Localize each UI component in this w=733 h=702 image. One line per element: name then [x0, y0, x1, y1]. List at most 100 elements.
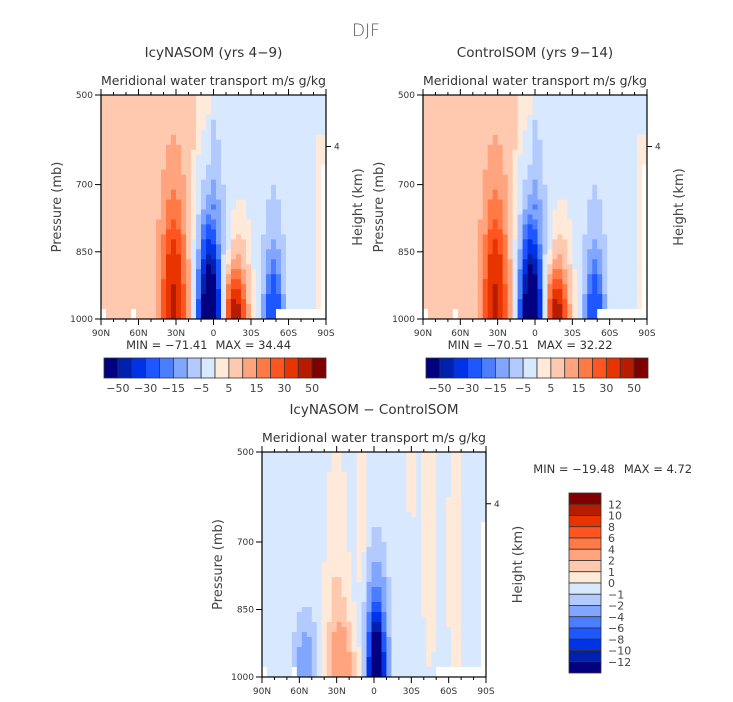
heatmap-cell [316, 169, 322, 176]
heatmap-cell [106, 314, 112, 320]
heatmap-cell [231, 144, 237, 151]
heatmap-cell [316, 617, 323, 623]
heatmap-cell [306, 219, 312, 225]
heatmap-cell [502, 174, 509, 181]
heatmap-cell [321, 647, 328, 653]
heatmap-cell [201, 189, 207, 195]
heatmap-cell [141, 209, 147, 215]
heatmap-cell [467, 264, 474, 270]
heatmap-cell [106, 194, 112, 200]
heatmap-cell [256, 214, 262, 220]
heatmap-cell [642, 234, 648, 240]
heatmap-cell [276, 552, 283, 558]
heatmap-cell [171, 234, 177, 240]
heatmap-cell [166, 209, 172, 215]
heatmap-cell [101, 104, 107, 111]
heatmap-cell [166, 214, 172, 220]
heatmap-cell [423, 189, 429, 195]
heatmap-cell [336, 582, 343, 588]
heatmap-cell [316, 547, 323, 553]
heatmap-cell [196, 164, 202, 171]
heatmap-cell [607, 99, 613, 106]
heatmap-cell [612, 294, 618, 300]
heatmap-cell [462, 269, 469, 275]
heatmap-cell [507, 149, 513, 156]
heatmap-cell [331, 517, 338, 523]
heatmap-cell [121, 259, 127, 265]
heatmap-cell [156, 104, 162, 111]
heatmap-cell [477, 279, 484, 285]
heatmap-cell [106, 184, 112, 190]
heatmap-cell [181, 174, 187, 181]
heatmap-cell [271, 512, 278, 518]
heatmap-cell [467, 174, 474, 181]
heatmap-cell [251, 99, 257, 106]
heatmap-cell [301, 492, 308, 498]
heatmap-cell [161, 95, 167, 101]
heatmap-cell [592, 194, 598, 200]
heatmap-cell [642, 264, 648, 270]
heatmap-cell [166, 229, 172, 235]
heatmap-cell [532, 254, 538, 260]
heatmap-cell [121, 154, 127, 161]
heatmap-cell [457, 154, 464, 161]
heatmap-cell [602, 234, 608, 240]
heatmap-cell [146, 254, 152, 260]
heatmap-cell [557, 214, 563, 220]
heatmap-cell [532, 274, 538, 280]
heatmap-cell [321, 194, 327, 200]
heatmap-cell [587, 199, 593, 205]
heatmap-cell [567, 129, 573, 136]
heatmap-cell [211, 209, 217, 215]
heatmap-cell [552, 104, 558, 111]
heatmap-cell [512, 134, 518, 141]
heatmap-cell [281, 189, 287, 195]
heatmap-cell [141, 234, 147, 240]
heatmap-cell [296, 149, 302, 156]
heatmap-cell [271, 462, 278, 468]
heatmap-cell [622, 314, 628, 320]
heatmap-cell [507, 224, 513, 230]
heatmap-cell [487, 209, 494, 215]
heatmap-cell [226, 129, 232, 136]
heatmap-cell [186, 179, 192, 185]
heatmap-cell [622, 279, 628, 285]
heatmap-cell [437, 194, 444, 200]
heatmap-cell [276, 289, 282, 295]
heatmap-cell [487, 159, 494, 166]
heatmap-cell [211, 124, 217, 131]
heatmap-cell [141, 304, 147, 310]
heatmap-cell [582, 274, 588, 280]
heatmap-cell [286, 114, 292, 121]
heatmap-cell [502, 149, 509, 156]
heatmap-cell [597, 99, 603, 106]
heatmap-cell [582, 229, 588, 235]
colorbar-box [425, 357, 441, 379]
heatmap-cell [497, 104, 504, 111]
heatmap-cell [146, 174, 152, 181]
heatmap-cell [136, 109, 142, 116]
heatmap-cell [582, 144, 588, 151]
heatmap-cell [306, 627, 313, 633]
heatmap-cell [136, 279, 142, 285]
heatmap-cell [432, 124, 439, 131]
heatmap-cell [517, 124, 523, 131]
heatmap-cell [161, 199, 167, 205]
heatmap-cell [462, 284, 469, 290]
heatmap-cell [542, 159, 548, 166]
heatmap-cell [286, 557, 293, 563]
heatmap-cell [642, 104, 648, 111]
heatmap-cell [423, 109, 429, 116]
heatmap-cell [121, 169, 127, 176]
heatmap-cell [577, 114, 583, 121]
heatmap-cell [221, 219, 227, 225]
heatmap-cell [331, 482, 338, 488]
heatmap-cell [607, 149, 613, 156]
heatmap-cell [592, 264, 598, 270]
heatmap-cell [452, 259, 459, 265]
heatmap-cell [306, 632, 313, 638]
heatmap-cell [597, 124, 603, 131]
heatmap-cell [146, 244, 152, 250]
heatmap-cell [622, 224, 628, 230]
heatmap-cell [276, 174, 282, 181]
